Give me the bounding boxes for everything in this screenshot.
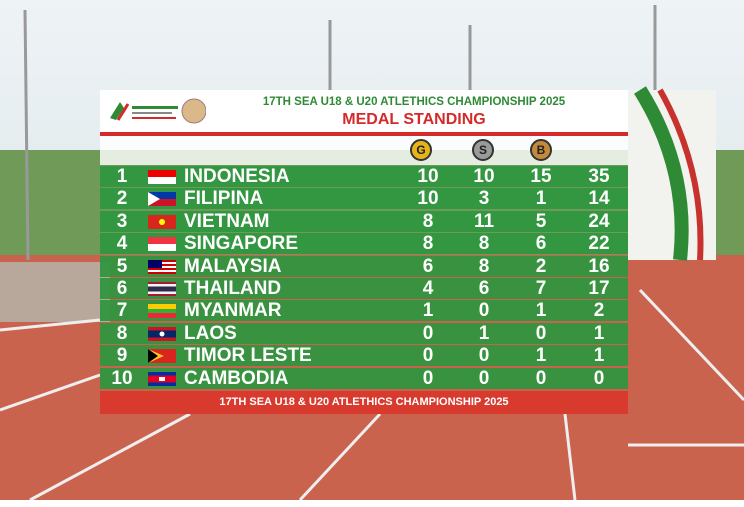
column-header: G S B bbox=[100, 136, 628, 165]
flag bbox=[148, 349, 176, 364]
flag bbox=[148, 170, 176, 184]
flag bbox=[148, 282, 176, 296]
total: 22 bbox=[588, 233, 610, 255]
subtitle: MEDAL STANDING bbox=[342, 111, 486, 128]
country: CAMBODIA bbox=[184, 367, 289, 389]
table-row: 8 LAOS 0 1 0 1 bbox=[100, 322, 628, 344]
gold: 6 bbox=[422, 255, 434, 277]
rank: 2 bbox=[116, 188, 128, 210]
table-row: 10 CAMBODIA 0 0 0 0 bbox=[100, 367, 628, 389]
silver: 8 bbox=[478, 233, 490, 255]
rank: 8 bbox=[116, 322, 128, 344]
divider bbox=[100, 132, 628, 136]
total: 17 bbox=[588, 278, 610, 299]
country: VIETNAM bbox=[184, 210, 270, 232]
gold: 4 bbox=[422, 278, 434, 299]
footer: 17TH SEA U18 & U20 ATLETHICS CHAMPIONSHI… bbox=[100, 391, 628, 414]
country: SINGAPORE bbox=[184, 233, 299, 255]
header: 17TH SEA U18 & U20 ATLETHICS CHAMPIONSHI… bbox=[100, 90, 628, 132]
rank: 4 bbox=[116, 233, 128, 255]
country: INDONESIA bbox=[184, 166, 290, 187]
table-row: 3 VIETNAM 8 11 5 24 bbox=[100, 210, 628, 232]
rank: 3 bbox=[116, 210, 128, 232]
logo bbox=[110, 98, 206, 124]
silver: 0 bbox=[478, 300, 490, 322]
silver: 6 bbox=[478, 278, 490, 299]
silver: 10 bbox=[473, 166, 495, 187]
title: 17TH SEA U18 & U20 ATLETHICS CHAMPIONSHI… bbox=[262, 96, 566, 108]
bronze: 7 bbox=[535, 278, 547, 299]
gold: 10 bbox=[417, 166, 439, 187]
country: LAOS bbox=[184, 322, 237, 344]
total: 1 bbox=[593, 345, 605, 367]
flag bbox=[148, 214, 176, 229]
bronze: 1 bbox=[535, 345, 547, 367]
country: MYANMAR bbox=[184, 300, 282, 322]
bronze: 5 bbox=[535, 210, 547, 232]
silver-header: S bbox=[472, 139, 494, 161]
silver: 1 bbox=[478, 322, 490, 344]
bronze: 1 bbox=[535, 188, 547, 210]
country: FILIPINA bbox=[184, 188, 264, 210]
bronze-header: B bbox=[530, 139, 552, 161]
total: 35 bbox=[588, 166, 610, 187]
table-row: 4 SINGAPORE 8 8 6 22 bbox=[100, 233, 628, 255]
silver: 8 bbox=[478, 255, 490, 277]
flag bbox=[148, 371, 176, 386]
country: TIMOR LESTE bbox=[184, 345, 312, 367]
table-row: 9 TIMOR LESTE 0 0 1 1 bbox=[100, 345, 628, 367]
medal-table: 17TH SEA U18 & U20 ATLETHICS CHAMPIONSHI… bbox=[100, 90, 628, 414]
silver: 11 bbox=[473, 210, 495, 232]
table-row: 6 THAILAND 4 6 7 17 bbox=[100, 278, 628, 299]
table-row: 7 MYANMAR 1 0 1 2 bbox=[100, 300, 628, 322]
silver: 3 bbox=[478, 188, 490, 210]
total: 16 bbox=[588, 255, 610, 277]
rank: 7 bbox=[116, 300, 128, 322]
bronze: 0 bbox=[535, 322, 547, 344]
bronze: 6 bbox=[535, 233, 547, 255]
gold: 0 bbox=[422, 345, 434, 367]
silver: 0 bbox=[478, 367, 490, 389]
country: MALAYSIA bbox=[184, 255, 282, 277]
silver: 0 bbox=[478, 345, 490, 367]
gold: 1 bbox=[422, 300, 434, 322]
total: 2 bbox=[593, 300, 605, 322]
bronze: 15 bbox=[530, 166, 552, 187]
flag bbox=[148, 237, 176, 252]
bronze: 0 bbox=[535, 367, 547, 389]
rank: 10 bbox=[111, 367, 133, 389]
flag bbox=[148, 326, 176, 341]
gold: 8 bbox=[422, 233, 434, 255]
rank: 1 bbox=[116, 166, 128, 187]
rank: 5 bbox=[116, 255, 128, 277]
gold: 10 bbox=[417, 188, 439, 210]
flag bbox=[148, 304, 176, 319]
gold-header: G bbox=[410, 139, 432, 161]
total: 14 bbox=[588, 188, 610, 210]
total: 24 bbox=[588, 210, 610, 232]
rank: 6 bbox=[116, 278, 128, 299]
table-row: 1 INDONESIA 10 10 15 35 bbox=[100, 166, 628, 187]
flag bbox=[148, 259, 176, 274]
gold: 0 bbox=[422, 322, 434, 344]
gold: 0 bbox=[422, 367, 434, 389]
bronze: 1 bbox=[535, 300, 547, 322]
gold: 8 bbox=[422, 210, 434, 232]
total: 0 bbox=[593, 367, 605, 389]
country: THAILAND bbox=[184, 278, 282, 299]
table-row: 5 MALAYSIA 6 8 2 16 bbox=[100, 255, 628, 277]
rank: 9 bbox=[116, 345, 128, 367]
table-row: 2 FILIPINA 10 3 1 14 bbox=[100, 188, 628, 210]
flag bbox=[148, 192, 176, 207]
bronze: 2 bbox=[535, 255, 547, 277]
total: 1 bbox=[593, 322, 605, 344]
